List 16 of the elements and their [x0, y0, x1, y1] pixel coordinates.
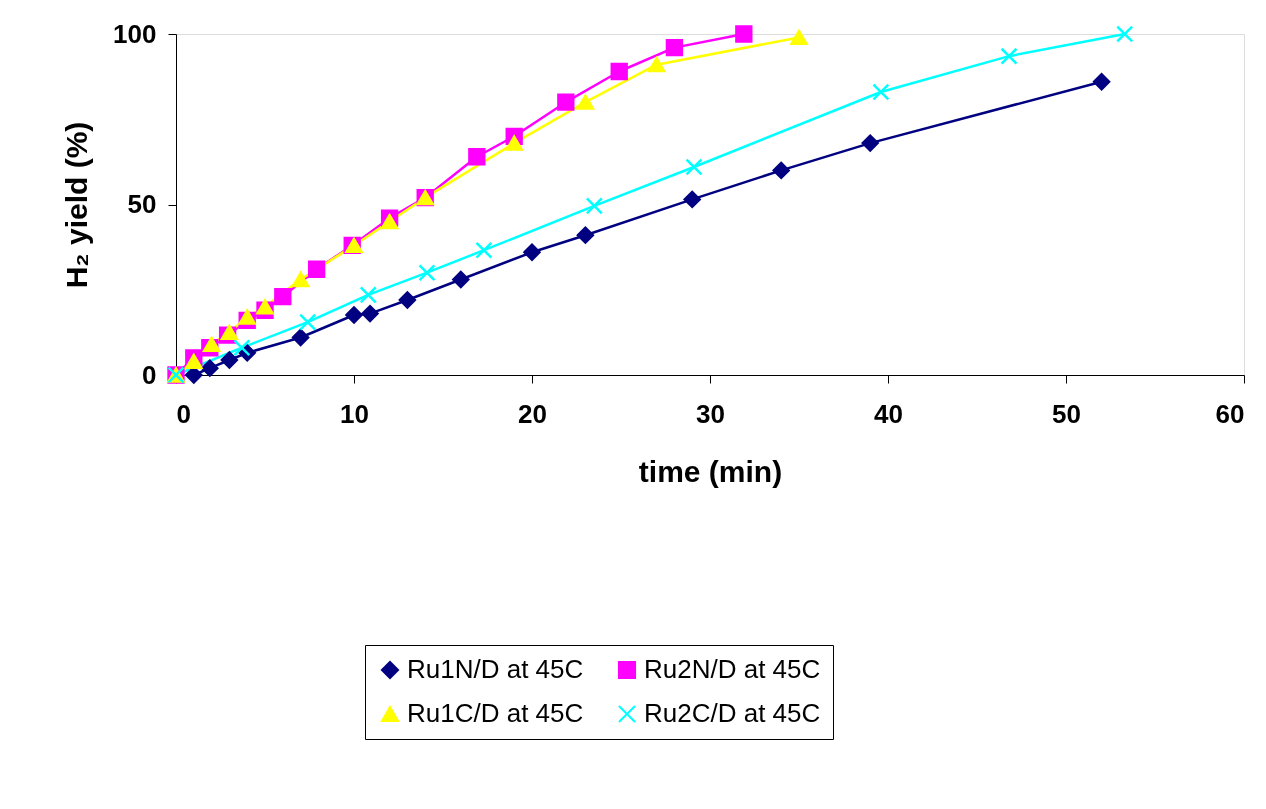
- y-tick-label: 100: [113, 18, 157, 49]
- x-tick-label: 50: [1052, 398, 1081, 429]
- y-axis-title: H₂ yield (%): [60, 121, 94, 289]
- x-tick-label: 30: [696, 398, 725, 429]
- x-tick-label: 60: [1215, 398, 1245, 429]
- legend-label: Ru2C/D at 45C: [644, 698, 821, 728]
- x-tick-label: 10: [340, 398, 369, 429]
- legend-label: Ru1N/D at 45C: [407, 654, 584, 684]
- legend-label: Ru2N/D at 45C: [644, 654, 821, 684]
- y-tick-label: 0: [142, 359, 157, 390]
- x-axis-title: time (min): [638, 454, 783, 488]
- legend-label: Ru1C/D at 45C: [407, 698, 584, 728]
- x-tick-label: 0: [176, 398, 191, 429]
- y-tick-label: 50: [127, 189, 157, 219]
- x-tick-label: 20: [518, 398, 547, 429]
- x-tick-label: 40: [874, 398, 903, 429]
